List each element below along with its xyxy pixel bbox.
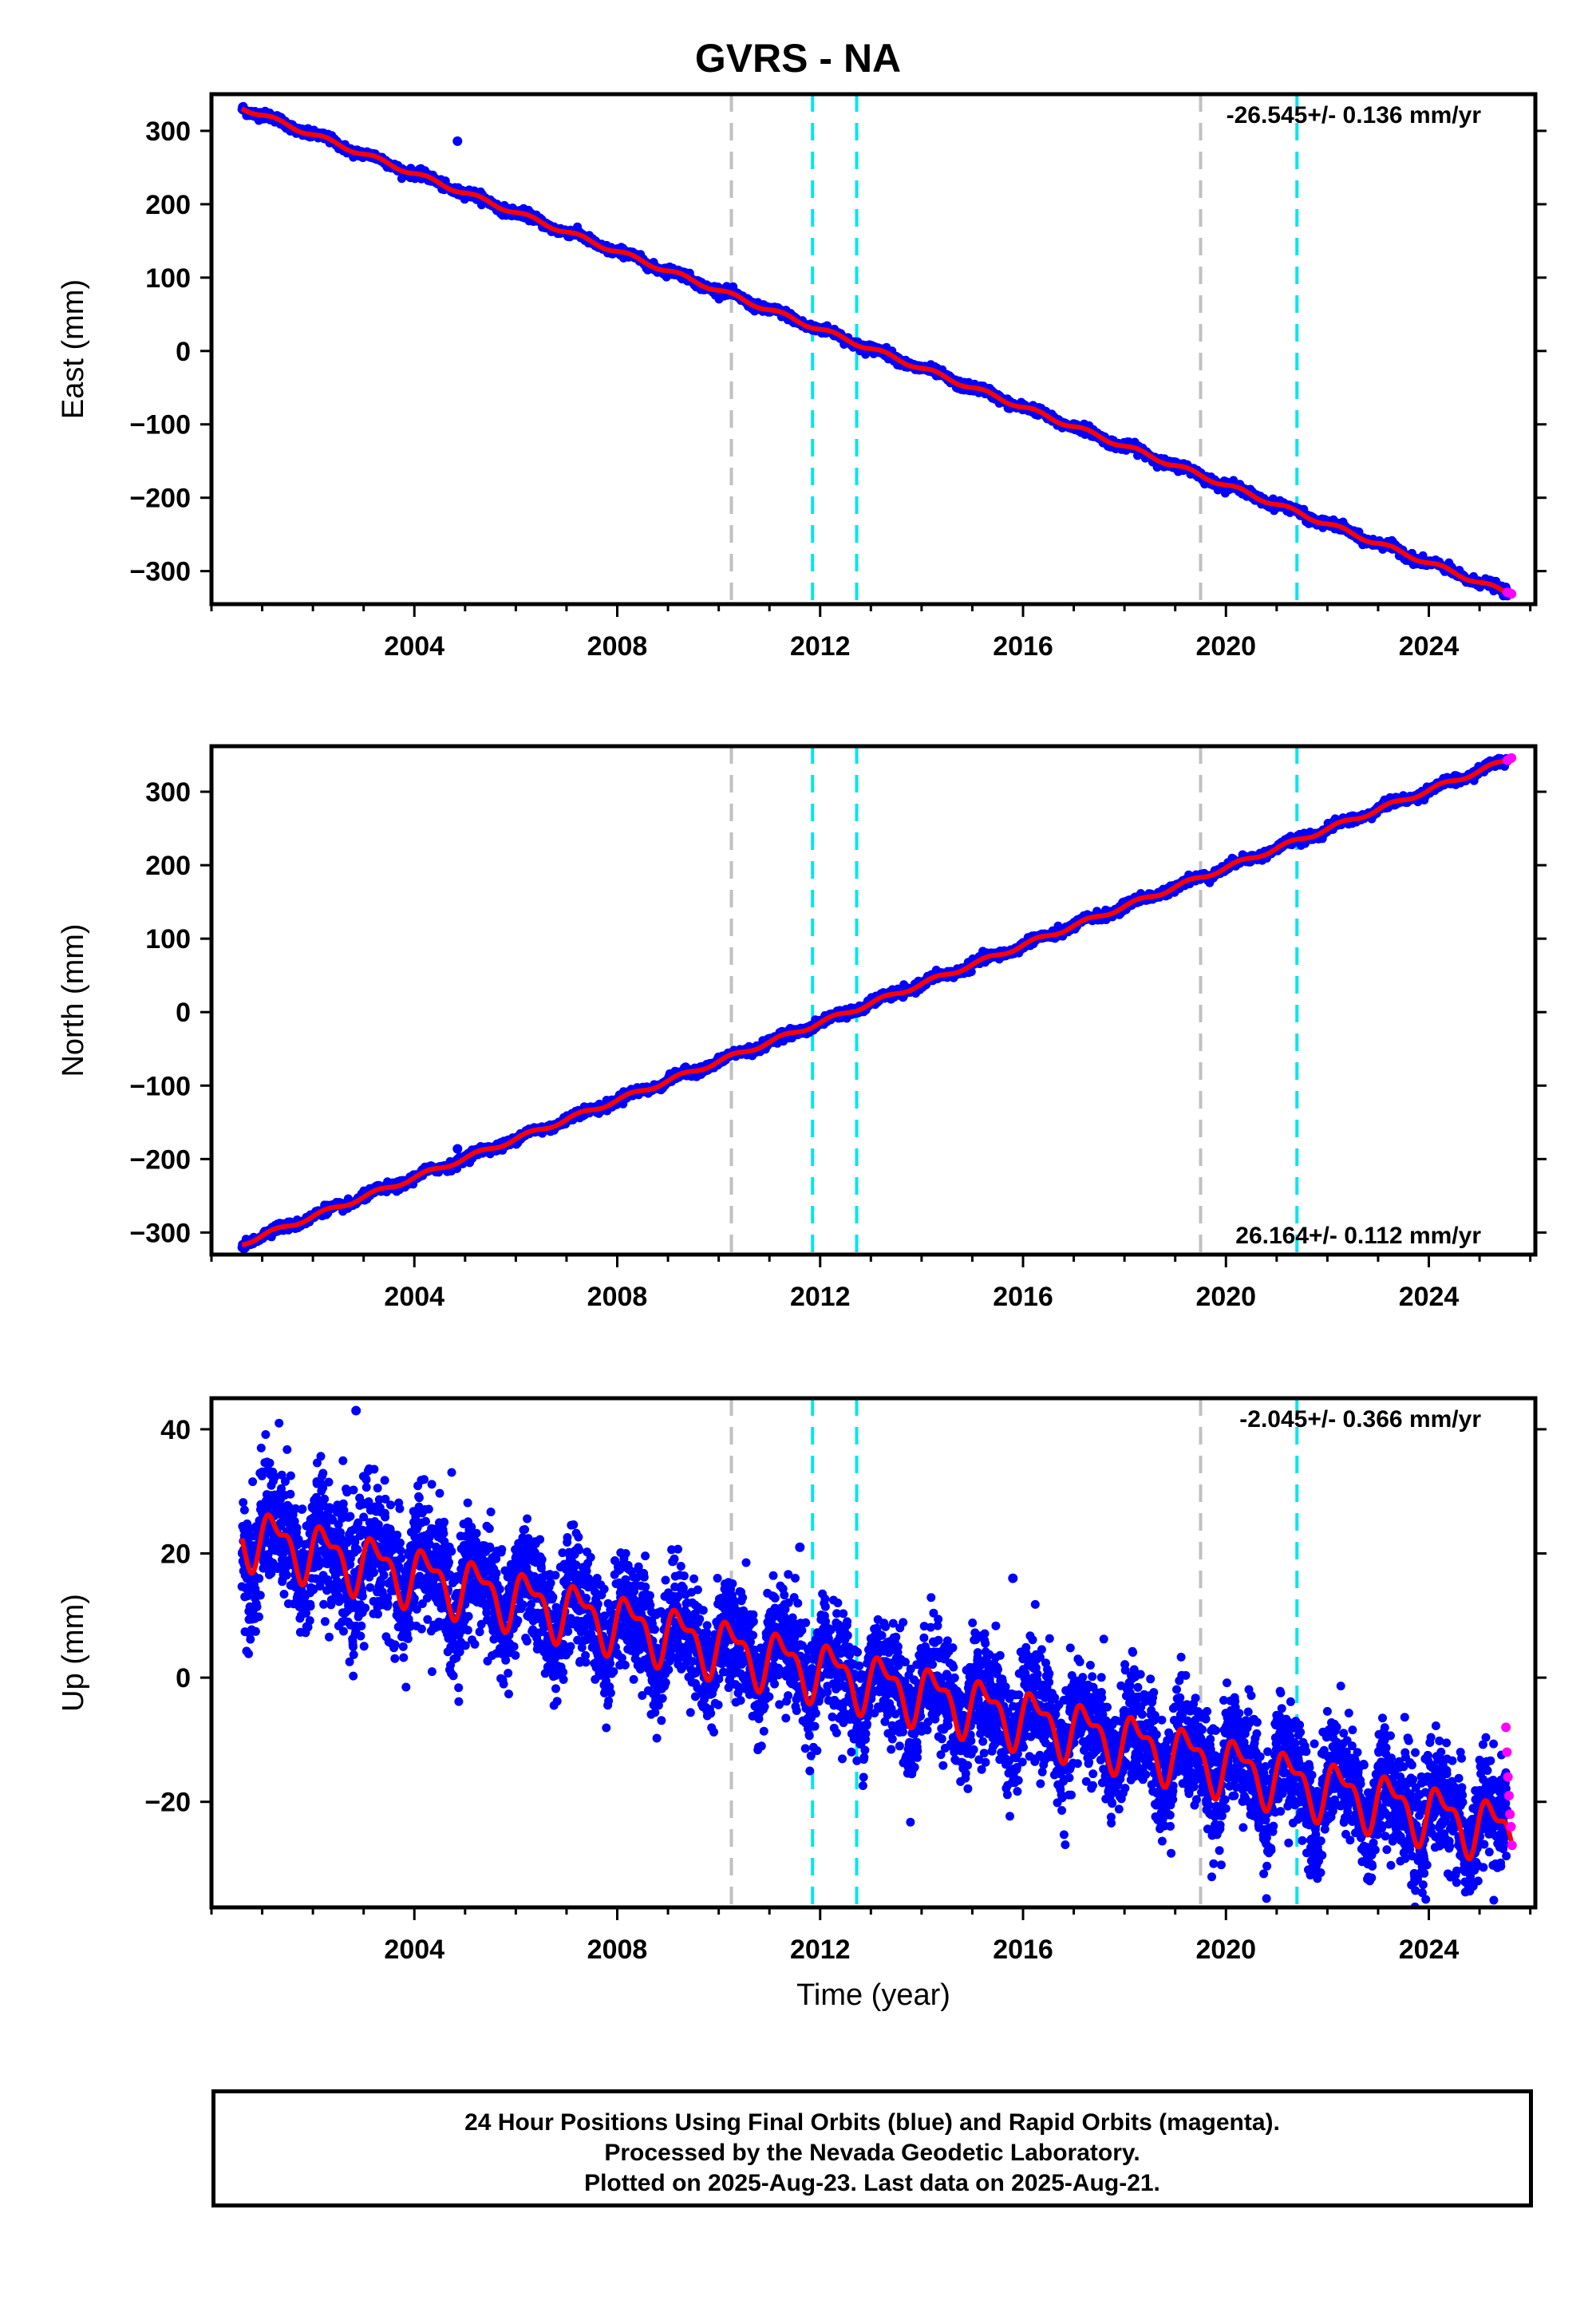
x-tick-label: 2016 [993, 631, 1053, 662]
y-tick-label: 300 [145, 117, 191, 147]
y-tick-label: 20 [160, 1539, 191, 1570]
x-axis-label: Time (year) [796, 1978, 950, 2012]
footer-line-1: 24 Hour Positions Using Final Orbits (bl… [464, 2109, 1280, 2136]
y-axis-label: Up (mm) [57, 1594, 90, 1712]
rapid-orbit-point [1503, 1772, 1513, 1782]
plot-frame [209, 1396, 1538, 1910]
y-tick-label: 200 [145, 190, 191, 220]
y-tick-label: 200 [145, 851, 191, 881]
rate-label: 26.164+/- 0.112 mm/yr [1235, 1223, 1481, 1249]
y-tick-label: −100 [129, 410, 191, 441]
y-tick-label: 0 [176, 998, 191, 1028]
y-tick-label: 40 [160, 1415, 191, 1445]
rapid-orbit-point [1507, 589, 1517, 599]
footer-line-3: Plotted on 2025-Aug-23. Last data on 202… [584, 2170, 1160, 2196]
y-tick-label: −200 [129, 1144, 191, 1175]
y-tick-label: 0 [176, 337, 191, 367]
x-tick-label: 2020 [1195, 1282, 1256, 1312]
x-tick-label: 2012 [790, 631, 851, 662]
plot-frame [209, 744, 1538, 1257]
x-tick-label: 2008 [587, 631, 648, 662]
x-tick-label: 2008 [587, 1935, 648, 1965]
x-tick-label: 2004 [384, 1935, 444, 1965]
x-tick-label: 2024 [1399, 631, 1460, 662]
outlier-point [452, 1144, 463, 1154]
outlier-point [351, 1405, 361, 1416]
footer-line-2: Processed by the Nevada Geodetic Laborat… [604, 2140, 1140, 2166]
y-tick-label: 100 [145, 263, 191, 294]
x-tick-label: 2020 [1195, 631, 1256, 662]
x-tick-label: 2020 [1195, 1935, 1256, 1965]
y-tick-label: −20 [144, 1788, 191, 1818]
model-line [240, 106, 1513, 599]
x-tick-label: 2004 [384, 1282, 444, 1312]
outlier-point [795, 1542, 805, 1552]
x-tick-label: 2016 [993, 1282, 1053, 1312]
x-tick-label: 2008 [587, 1282, 648, 1312]
rapid-orbit-point [1507, 753, 1517, 763]
model-line [241, 757, 1512, 1247]
footer-box: 24 Hour Positions Using Final Orbits (bl… [211, 2089, 1533, 2207]
x-tick-label: 2016 [993, 1935, 1053, 1965]
rapid-orbit-point [1503, 1790, 1514, 1800]
east-panel: 300 200 100 0 −100 −200 −300 2004 2008 2012 2016 20… [57, 92, 1547, 662]
rapid-orbit-point [1505, 1809, 1515, 1820]
y-axis-label: East (mm) [57, 279, 90, 419]
rapid-orbit-point [1501, 1722, 1511, 1733]
outlier-point [452, 136, 463, 146]
y-axis-label: North (mm) [57, 923, 90, 1077]
page-title: GVRS - NA [694, 36, 902, 81]
rapid-orbit-point [1507, 1840, 1517, 1851]
final-orbit-points [237, 1405, 1512, 1907]
up-panel: 40 20 0 −20 2004 2008 2012 2016 2020 2024 Up (mm) -… [57, 1396, 1547, 2012]
rate-label: -2.045+/- 0.366 mm/yr [1239, 1406, 1481, 1433]
y-tick-label: −300 [129, 1218, 191, 1248]
x-tick-label: 2004 [384, 631, 444, 662]
x-tick-label: 2012 [790, 1935, 851, 1965]
y-tick-label: −100 [129, 1071, 191, 1101]
y-tick-label: 0 [176, 1663, 191, 1694]
y-tick-label: 300 [145, 777, 191, 808]
x-tick-label: 2024 [1399, 1935, 1460, 1965]
outlier-point [1008, 1573, 1018, 1583]
rapid-orbit-point [1502, 1747, 1512, 1757]
rate-label: -26.545+/- 0.136 mm/yr [1227, 102, 1482, 128]
y-tick-label: −300 [129, 557, 191, 587]
model-line [239, 1512, 1515, 1862]
x-tick-label: 2024 [1399, 1282, 1460, 1312]
north-panel: 300 200 100 0 −100 −200 −300 2004 2008 2012 2016 20… [57, 744, 1547, 1312]
y-tick-label: 100 [145, 924, 191, 954]
rapid-orbit-point [1506, 1821, 1516, 1832]
y-tick-label: −200 [129, 484, 191, 514]
plot-frame [209, 92, 1538, 607]
x-tick-label: 2012 [790, 1282, 851, 1312]
final-orbit-series [237, 1418, 1512, 1907]
